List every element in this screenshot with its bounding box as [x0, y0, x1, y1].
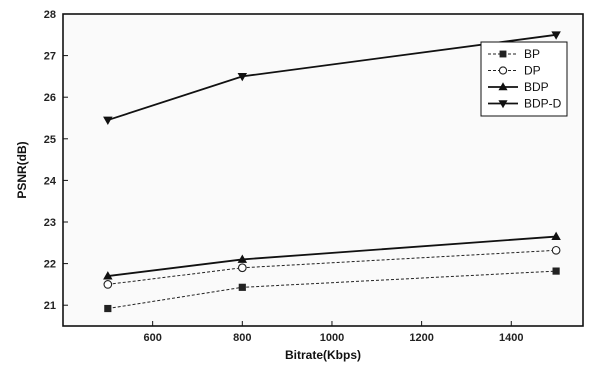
legend-label: BDP-D — [524, 97, 562, 111]
data-point — [551, 231, 561, 240]
series-bdp-d — [103, 31, 561, 125]
x-tick-label: 1000 — [320, 332, 344, 344]
y-tick-label: 26 — [44, 92, 56, 104]
data-point — [237, 263, 247, 273]
data-point — [237, 254, 248, 263]
data-point — [551, 245, 561, 255]
data-point — [238, 283, 246, 291]
y-tick-label: 21 — [44, 300, 56, 312]
x-tick-label: 1400 — [499, 332, 523, 344]
data-point — [552, 267, 560, 275]
data-point — [237, 73, 248, 82]
series-bdp — [103, 231, 561, 280]
legend-marker — [499, 50, 507, 58]
x-tick-label: 1200 — [409, 332, 433, 344]
y-tick-label: 25 — [44, 134, 56, 146]
axis-ticks: 600 800 1000 1200 1400 21 22 23 24 25 26 27 28 — [44, 9, 524, 344]
data-point — [551, 31, 561, 40]
legend-marker — [498, 100, 508, 109]
y-axis-title: PSNR(dB) — [15, 141, 29, 198]
x-tick-label: 800 — [233, 332, 251, 344]
legend-marker — [498, 66, 508, 75]
legend-marker — [498, 82, 508, 91]
series-dp — [103, 245, 561, 289]
y-tick-label: 28 — [44, 9, 56, 21]
legend-label: BP — [524, 47, 540, 61]
series-bp — [104, 267, 560, 313]
y-tick-label: 27 — [44, 51, 56, 63]
legend-label: BDP — [524, 80, 549, 94]
legend: BP DP BDP BDP-D — [480, 41, 568, 117]
y-tick-label: 23 — [44, 217, 56, 229]
data-point — [103, 280, 113, 289]
y-tick-label: 24 — [44, 175, 57, 187]
x-axis-title: Bitrate(Kbps) — [285, 348, 361, 362]
x-tick-label: 600 — [143, 332, 161, 344]
legend-label: DP — [524, 64, 541, 78]
data-point — [103, 116, 113, 125]
data-point — [103, 271, 113, 280]
data-point — [104, 304, 112, 313]
y-tick-label: 22 — [44, 259, 56, 271]
series-layer — [103, 31, 561, 313]
